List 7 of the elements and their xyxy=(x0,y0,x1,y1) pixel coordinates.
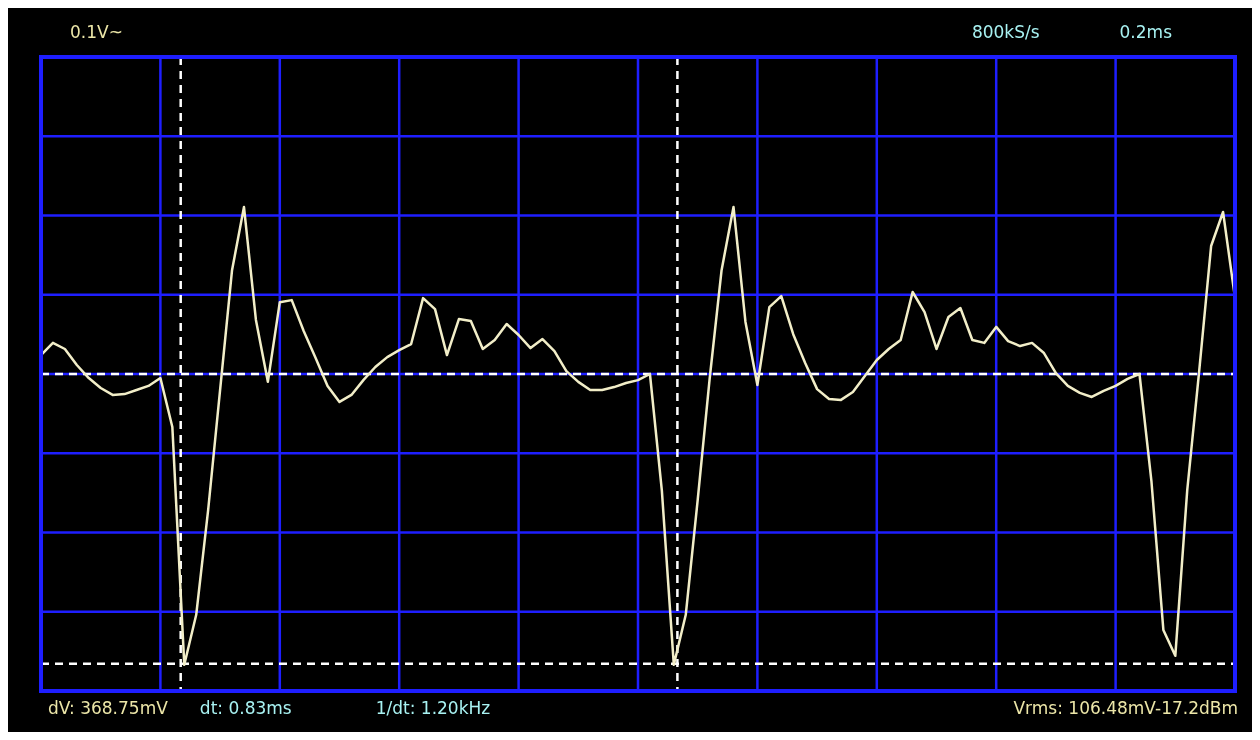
text: 0.2ms xyxy=(1119,22,1172,42)
text: dt: 0.83ms xyxy=(199,698,292,718)
text: 1/dt: 1.20kHz xyxy=(375,698,491,718)
text: 800kS/s xyxy=(971,22,1040,42)
text: 0.1V~ xyxy=(70,22,123,42)
text: dV: 368.75mV xyxy=(48,698,168,718)
text: Vrms: 106.48mV-17.2dBm xyxy=(1013,698,1238,718)
